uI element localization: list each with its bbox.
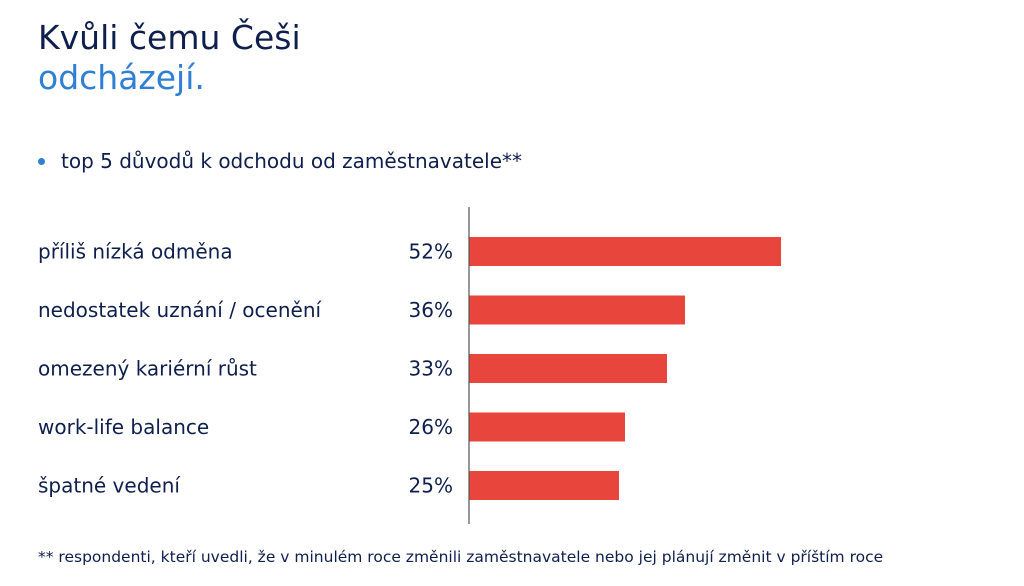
value-label: 52% <box>409 240 453 264</box>
value-label: 33% <box>409 357 453 381</box>
value-label: 26% <box>409 415 453 439</box>
category-label: nedostatek uznání / ocenění <box>38 298 323 322</box>
chart-subtitle: top 5 důvodů k odchodu od zaměstnavatele… <box>38 147 522 175</box>
bullet-icon <box>38 157 45 165</box>
value-label: 36% <box>409 298 453 322</box>
bar <box>469 412 625 442</box>
title-block: Kvůli čemu Češi odcházejí. <box>38 18 301 98</box>
bar <box>469 471 619 500</box>
value-label: 25% <box>409 474 453 498</box>
bar <box>469 354 667 383</box>
category-label: příliš nízká odměna <box>38 240 233 264</box>
page-title-accent: odcházejí. <box>38 58 205 97</box>
category-label: špatné vedení <box>38 474 181 498</box>
bar <box>469 237 781 266</box>
bar <box>469 295 685 325</box>
category-label: omezený kariérní růst <box>38 357 257 381</box>
page-title: Kvůli čemu Češi <box>38 18 301 57</box>
footnote: ** respondenti, kteří uvedli, že v minul… <box>38 548 884 566</box>
category-label: work-life balance <box>38 415 209 439</box>
chart-subtitle-text: top 5 důvodů k odchodu od zaměstnavatele… <box>61 149 523 173</box>
